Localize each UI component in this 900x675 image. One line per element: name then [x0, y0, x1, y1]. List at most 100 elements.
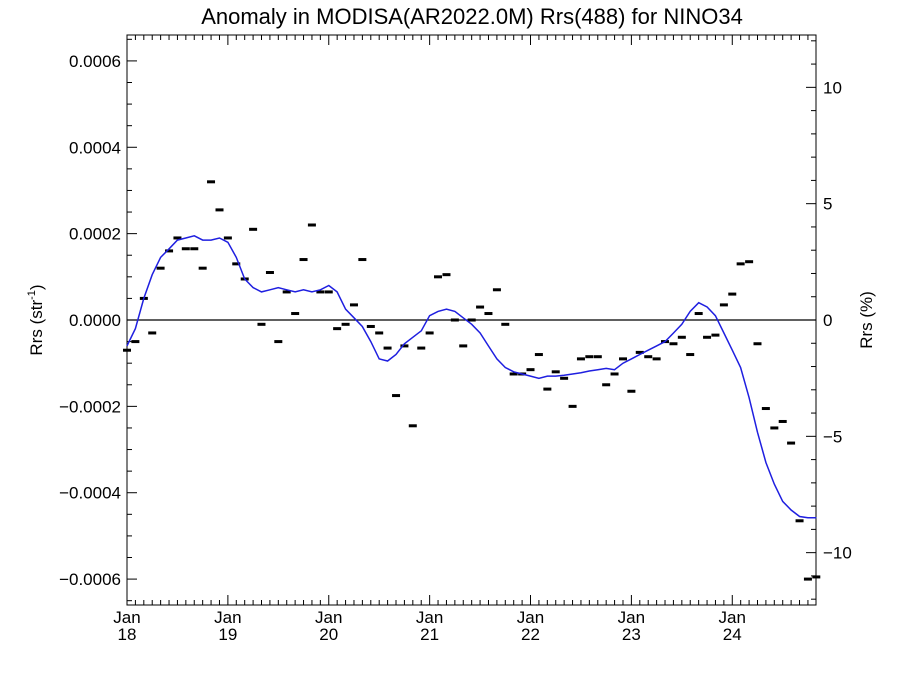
- x-tick-month-label: Jan: [113, 608, 140, 627]
- monthly-marker: [400, 344, 409, 348]
- monthly-marker: [450, 318, 459, 322]
- left-axis-label: Rrs (str-1): [26, 284, 46, 355]
- monthly-marker: [560, 376, 569, 380]
- monthly-marker: [442, 273, 451, 277]
- monthly-marker: [249, 227, 258, 231]
- monthly-marker: [392, 394, 401, 398]
- monthly-marker: [534, 353, 543, 357]
- monthly-marker: [425, 331, 434, 335]
- left-axis-label-end: ): [27, 284, 46, 290]
- monthly-marker: [190, 247, 199, 251]
- monthly-marker: [274, 340, 283, 344]
- monthly-marker: [492, 288, 501, 292]
- monthly-marker: [333, 327, 342, 331]
- monthly-marker: [795, 519, 804, 523]
- monthly-marker: [593, 355, 602, 359]
- monthly-marker: [778, 419, 787, 423]
- monthly-marker: [232, 262, 241, 266]
- monthly-marker: [627, 389, 636, 393]
- left-tick-label: −0.0004: [59, 484, 121, 503]
- right-axis-label: Rrs (%): [857, 291, 876, 349]
- monthly-marker: [501, 322, 510, 326]
- x-tick-month-label: Jan: [214, 608, 241, 627]
- monthly-marker: [123, 348, 131, 352]
- monthly-marker: [307, 223, 316, 227]
- right-tick-label: −10: [823, 544, 852, 563]
- monthly-marker: [484, 312, 493, 316]
- monthly-marker: [694, 312, 703, 316]
- monthly-marker: [585, 355, 594, 359]
- monthly-marker: [341, 322, 350, 326]
- monthly-marker: [223, 236, 232, 240]
- monthly-marker: [509, 372, 518, 376]
- left-tick-label: −0.0006: [59, 570, 121, 589]
- monthly-anomaly-series: [123, 180, 821, 581]
- monthly-marker: [787, 441, 796, 445]
- monthly-marker: [568, 404, 577, 408]
- monthly-marker: [770, 426, 779, 430]
- monthly-marker: [434, 275, 443, 279]
- monthly-marker: [316, 290, 325, 294]
- right-tick-label: 0: [823, 311, 832, 330]
- monthly-marker: [148, 331, 157, 335]
- monthly-marker: [173, 236, 182, 240]
- monthly-marker: [686, 353, 695, 357]
- monthly-marker: [551, 370, 560, 374]
- monthly-marker: [215, 208, 224, 212]
- monthly-marker: [156, 266, 165, 270]
- monthly-marker: [719, 303, 728, 307]
- monthly-marker: [543, 387, 552, 391]
- monthly-marker: [753, 342, 762, 346]
- monthly-marker: [803, 577, 812, 581]
- left-axis-label-main: Rrs (str: [27, 300, 46, 356]
- monthly-marker: [736, 262, 745, 266]
- monthly-marker: [291, 312, 300, 316]
- x-tick-year-label: 24: [723, 625, 742, 644]
- monthly-marker: [165, 249, 174, 253]
- x-tick-month-label: Jan: [517, 608, 544, 627]
- monthly-marker: [207, 180, 216, 184]
- monthly-marker: [619, 357, 628, 361]
- left-tick-label: 0.0004: [69, 138, 121, 157]
- x-tick-month-label: Jan: [618, 608, 645, 627]
- monthly-marker: [644, 355, 653, 359]
- right-y-axis: 10 5 0 −5 −10: [806, 40, 852, 600]
- monthly-marker: [703, 335, 712, 339]
- smoothed-anomaly-line: [126, 235, 817, 519]
- monthly-marker: [131, 340, 140, 344]
- x-tick-year-label: 23: [622, 625, 641, 644]
- monthly-marker: [526, 368, 535, 372]
- left-tick-label: 0.0002: [69, 225, 121, 244]
- right-tick-label: 5: [823, 195, 832, 214]
- monthly-marker: [812, 575, 821, 579]
- left-tick-label: −0.0002: [59, 397, 121, 416]
- monthly-marker: [181, 247, 190, 251]
- monthly-marker: [677, 335, 686, 339]
- monthly-marker: [366, 324, 375, 328]
- monthly-marker: [459, 344, 468, 348]
- monthly-marker: [476, 305, 485, 309]
- left-y-axis: 0.0006 0.0004 0.0002 0.0000 −0.0002 −0.0004 −0…: [59, 38, 137, 602]
- monthly-marker: [728, 292, 737, 296]
- x-tick-year-label: 20: [319, 625, 338, 644]
- x-tick-year-label: 18: [118, 625, 137, 644]
- x-tick-month-label: Jan: [416, 608, 443, 627]
- monthly-marker: [375, 331, 384, 335]
- monthly-marker: [408, 424, 417, 428]
- monthly-marker: [417, 346, 426, 350]
- left-tick-label: 0.0006: [69, 52, 121, 71]
- monthly-marker: [198, 266, 207, 270]
- monthly-marker: [652, 357, 661, 361]
- left-axis-label-superscript: -1: [26, 290, 38, 300]
- right-tick-label: −5: [823, 427, 842, 446]
- monthly-marker: [324, 290, 333, 294]
- x-tick-year-label: 19: [218, 625, 237, 644]
- monthly-marker: [358, 258, 367, 262]
- x-tick-year-label: 21: [420, 625, 439, 644]
- monthly-marker: [602, 383, 611, 387]
- left-tick-label: 0.0000: [69, 311, 121, 330]
- monthly-marker: [349, 303, 358, 307]
- monthly-marker: [576, 357, 585, 361]
